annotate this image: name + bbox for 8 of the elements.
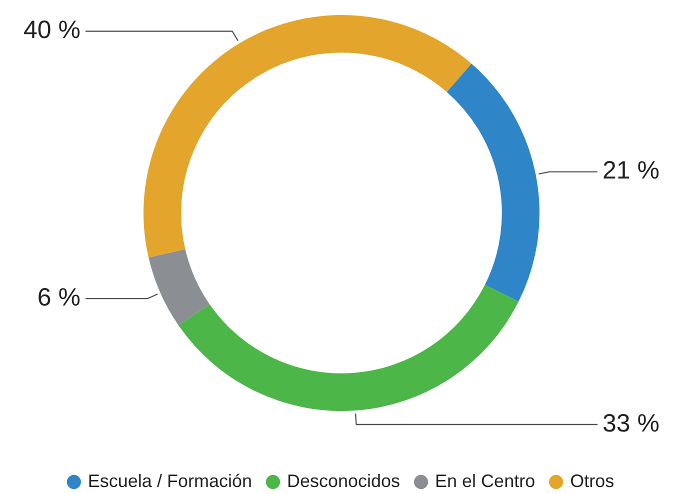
data-label: 40 % [24,16,80,44]
legend-label: En el Centro [435,470,536,491]
legend-label: Desconocidos [286,470,400,491]
data-label: 21 % [602,156,660,185]
data-label: 33 % [602,409,660,438]
legend-label: Otros [570,470,614,491]
legend-label: Escuela / Formación [88,470,252,491]
data-label: 6 % [37,283,80,312]
